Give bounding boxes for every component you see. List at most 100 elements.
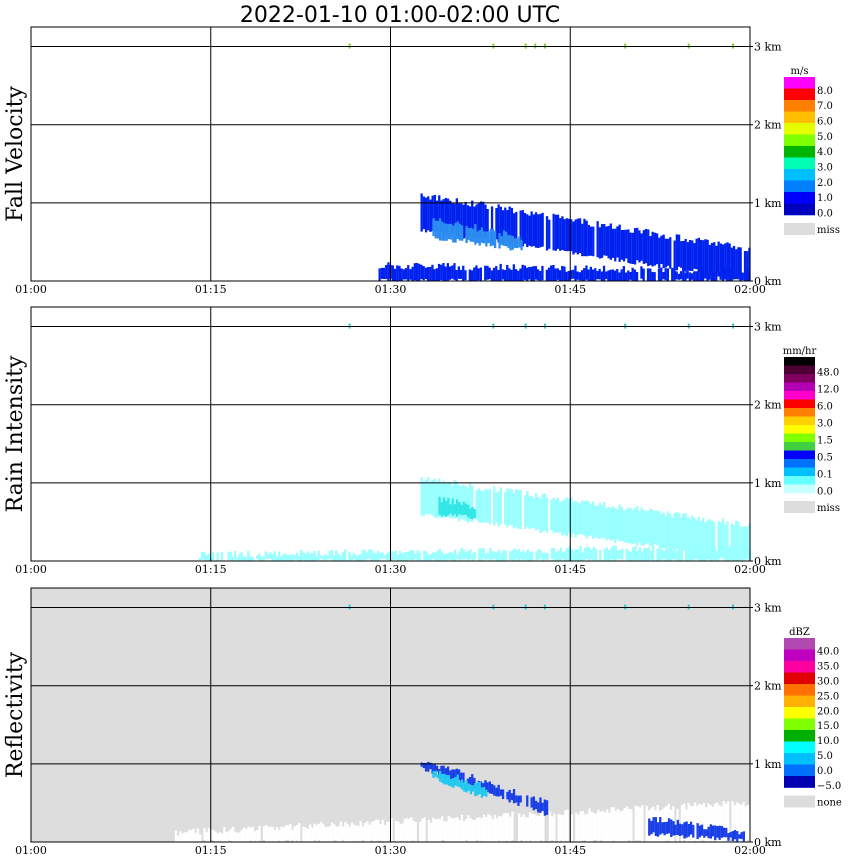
echo-column: [641, 805, 644, 842]
echo-column: [675, 511, 678, 549]
colorbar-label: 0.0: [817, 766, 833, 777]
echo-column: [686, 517, 689, 550]
echo-column: [256, 830, 259, 842]
echo-column: [461, 225, 464, 241]
echo-column: [435, 765, 439, 772]
echo-column: [346, 823, 349, 842]
echo-column: [567, 218, 571, 252]
echo-column: [291, 554, 294, 561]
colorbar-swatch: [784, 123, 815, 135]
echo-column: [656, 548, 659, 561]
echo-column: [198, 558, 202, 561]
echo-column: [480, 548, 483, 561]
panel-label: Reflectivity: [3, 651, 28, 778]
echo-column: [561, 551, 565, 559]
echo-column: [707, 546, 710, 559]
colorbar-label: 8.0: [817, 86, 833, 97]
echo-column: [717, 241, 720, 277]
echo-column: [190, 830, 193, 842]
echo-column: [410, 817, 413, 841]
echo-column: [412, 820, 415, 841]
echo-column: [559, 218, 562, 251]
echo-column: [456, 774, 459, 787]
echo-column: [471, 485, 474, 522]
echo-column: [194, 832, 197, 842]
echo-column: [539, 797, 542, 813]
echo-column: [658, 544, 661, 561]
echo-column: [402, 269, 405, 280]
echo-column: [627, 551, 631, 561]
y-tick-label: 0 km: [754, 555, 782, 568]
missing-swatch: [784, 501, 815, 513]
echo-column: [454, 817, 457, 842]
echo-column: [702, 517, 705, 551]
echo-column: [541, 265, 544, 281]
echo-column: [724, 243, 727, 275]
echo-column: [502, 813, 505, 842]
echo-column: [379, 552, 382, 560]
echo-column: [491, 551, 494, 560]
echo-column: [716, 802, 719, 842]
echo-column: [570, 814, 574, 842]
x-tick-label: 01:45: [554, 283, 586, 296]
echo-column: [473, 509, 476, 519]
echo-column: [469, 508, 472, 519]
echo-column: [614, 545, 617, 561]
echo-column: [629, 508, 632, 544]
colorbar-legend: dBZ 40.0 35.0 30.0 25.0 20.0 15.0 10.0 5.0 0.0 −5.…: [784, 627, 842, 809]
echo-column: [621, 548, 624, 560]
echo-column: [403, 819, 406, 842]
echo-column: [493, 486, 496, 526]
echo-column: [611, 269, 614, 281]
echo-column: [605, 226, 608, 256]
echo-column: [729, 832, 732, 838]
echo-column: [328, 550, 331, 559]
echo-column: [609, 269, 612, 281]
echo-column: [519, 210, 522, 243]
echo-column: [528, 495, 531, 529]
echo-column: [482, 201, 485, 242]
echo-column: [699, 270, 702, 281]
echo-column: [678, 548, 681, 561]
echo-column: [486, 782, 489, 792]
echo-column: [479, 201, 483, 239]
echo-column: [232, 826, 235, 842]
echo-column: [532, 266, 535, 281]
echo-column: [738, 834, 741, 839]
echo-column: [463, 783, 466, 792]
echo-column: [663, 551, 666, 559]
echo-column: [542, 812, 545, 842]
echo-column: [452, 778, 455, 788]
echo-column: [445, 553, 448, 561]
colorbar-swatch: [784, 203, 815, 216]
colorbar-swatch: [784, 146, 815, 158]
echo-column: [619, 811, 622, 842]
echo-column: [618, 224, 621, 262]
echo-column: [725, 827, 728, 838]
echo-column: [708, 244, 711, 275]
echo-column: [364, 823, 367, 842]
echo-column: [271, 554, 274, 561]
echo-column: [542, 553, 545, 561]
echo-column: [710, 242, 714, 275]
echo-column: [678, 823, 682, 836]
echo-column: [326, 556, 329, 560]
colorbar-swatch: [784, 741, 815, 754]
echo-column: [552, 213, 555, 251]
echo-column: [422, 196, 425, 230]
echo-column: [328, 826, 332, 842]
echo-column: [515, 488, 518, 528]
echo-column: [510, 269, 513, 281]
echo-column: [372, 553, 375, 561]
echo-column: [407, 265, 410, 281]
echo-column: [636, 550, 639, 561]
echo-column: [719, 243, 722, 275]
echo-column: [510, 793, 513, 801]
echo-column: [509, 816, 512, 842]
echo-column: [432, 218, 435, 237]
echo-column: [440, 502, 443, 517]
echo-column: [618, 272, 621, 281]
echo-column: [586, 813, 589, 842]
echo-column: [496, 818, 499, 842]
echo-column: [440, 264, 443, 281]
